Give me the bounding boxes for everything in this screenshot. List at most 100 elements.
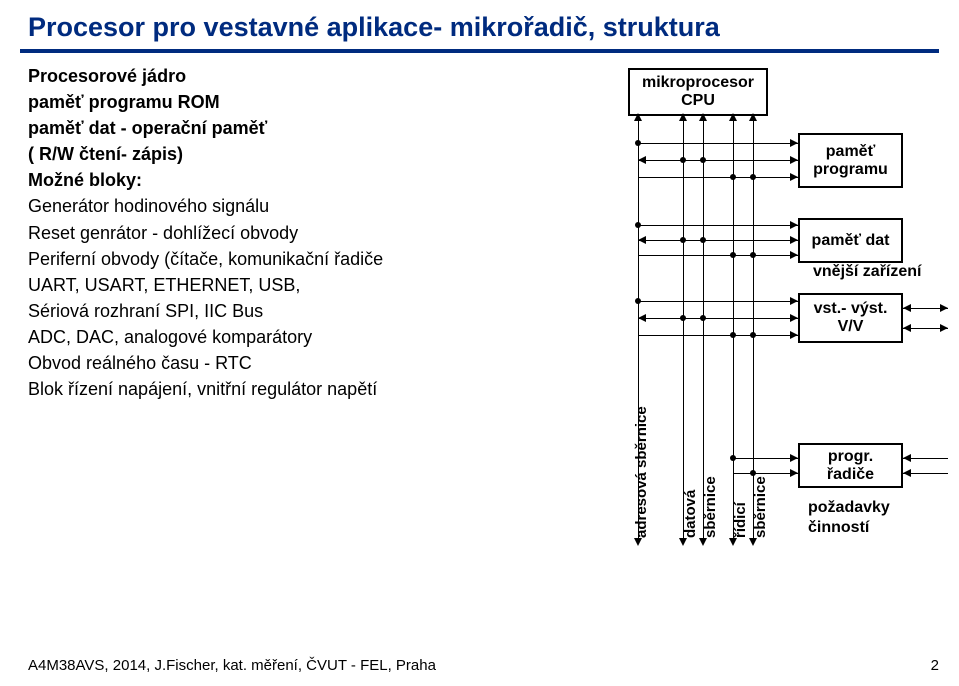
arrowhead-icon [699, 113, 707, 121]
junction-dot-icon [700, 315, 706, 321]
arrowhead-icon [790, 469, 798, 477]
block-diagram: mikroprocesor CPU paměť programu paměť d… [508, 63, 939, 603]
text: paměť dat - operační paměť [28, 118, 267, 138]
arrowhead-icon [903, 324, 911, 332]
box-io: vst.- výst. V/V [798, 293, 903, 343]
box-label: progr. [828, 448, 873, 466]
junction-dot-icon [635, 140, 641, 146]
bus-ctrl-line-1 [733, 118, 734, 543]
line-4: ( R/W čtení- zápis) [28, 141, 508, 167]
text: ( R/W čtení- zápis) [28, 144, 183, 164]
bus-label-ctrl-2: sběrnice [752, 476, 769, 538]
text: Sériová rozhraní SPI, IIC Bus [28, 301, 263, 321]
arrowhead-icon [638, 236, 646, 244]
cpu-box: mikroprocesor CPU [628, 68, 768, 116]
junction-dot-icon [680, 315, 686, 321]
requests-label: požadavky činností [808, 498, 928, 538]
connector-line [733, 458, 798, 459]
arrowhead-icon [679, 113, 687, 121]
content-row: Procesorové jádro paměť programu ROM pam… [0, 63, 959, 603]
bus-label-data-1: datová [682, 490, 699, 538]
junction-dot-icon [635, 298, 641, 304]
box-memory-data: paměť dat [798, 218, 903, 263]
arrowhead-icon [903, 454, 911, 462]
arrowhead-icon [790, 236, 798, 244]
connector-line [638, 318, 798, 319]
junction-dot-icon [730, 174, 736, 180]
cpu-label-1: mikroprocesor [642, 74, 754, 92]
junction-dot-icon [700, 237, 706, 243]
text: Blok řízení napájení, vnitřní regulátor … [28, 379, 377, 399]
line-13: Blok řízení napájení, vnitřní regulátor … [28, 376, 508, 402]
junction-dot-icon [730, 252, 736, 258]
text: paměť programu ROM [28, 92, 220, 112]
line-12: Obvod reálného času - RTC [28, 350, 508, 376]
arrowhead-icon [729, 113, 737, 121]
arrowhead-icon [940, 324, 948, 332]
footer: A4M38AVS, 2014, J.Fischer, kat. měření, … [28, 657, 939, 674]
page-title: Procesor pro vestavné aplikace- mikrořad… [0, 0, 959, 49]
junction-dot-icon [750, 252, 756, 258]
bus-label-data-2: sběrnice [702, 476, 719, 538]
arrowhead-icon [729, 538, 737, 546]
text: Generátor hodinového signálu [28, 196, 269, 216]
connector-line [638, 177, 798, 178]
text: Periferní obvody (čítače, komunikační řa… [28, 249, 383, 269]
arrowhead-icon [790, 139, 798, 147]
text: Možné bloky: [28, 170, 142, 190]
line-6: Generátor hodinového signálu [28, 193, 508, 219]
box-label: řadiče [827, 466, 874, 484]
connector-line [638, 301, 798, 302]
connector-line [638, 160, 798, 161]
arrowhead-icon [749, 113, 757, 121]
text: ADC, DAC, analogové komparátory [28, 327, 312, 347]
arrowhead-icon [790, 156, 798, 164]
junction-dot-icon [730, 332, 736, 338]
junction-dot-icon [730, 455, 736, 461]
junction-dot-icon [700, 157, 706, 163]
arrowhead-icon [638, 314, 646, 322]
arrowhead-icon [790, 173, 798, 181]
arrowhead-icon [634, 538, 642, 546]
box-label: V/V [838, 318, 864, 336]
footer-page-number: 2 [931, 657, 939, 674]
junction-dot-icon [680, 237, 686, 243]
line-11: ADC, DAC, analogové komparátory [28, 324, 508, 350]
bus-label-ctrl-1: řídicí [732, 502, 749, 538]
line-9: UART, USART, ETHERNET, USB, [28, 272, 508, 298]
connector-line [733, 473, 798, 474]
box-controllers: progr. řadiče [798, 443, 903, 488]
box-memory-program: paměť programu [798, 133, 903, 188]
arrowhead-icon [790, 251, 798, 259]
arrowhead-icon [940, 304, 948, 312]
arrowhead-icon [790, 297, 798, 305]
arrowhead-icon [749, 538, 757, 546]
bullet-text-block: Procesorové jádro paměť programu ROM pam… [28, 63, 508, 603]
text: Obvod reálného času - RTC [28, 353, 252, 373]
junction-dot-icon [750, 174, 756, 180]
arrowhead-icon [699, 538, 707, 546]
arrowhead-icon [903, 469, 911, 477]
box-label: vst.- výst. [814, 300, 888, 318]
external-device-label: vnější zařízení [813, 263, 953, 281]
junction-dot-icon [680, 157, 686, 163]
line-10: Sériová rozhraní SPI, IIC Bus [28, 298, 508, 324]
arrowhead-icon [790, 454, 798, 462]
line-5: Možné bloky: [28, 167, 508, 193]
connector-line [638, 255, 798, 256]
connector-line [638, 240, 798, 241]
arrowhead-icon [903, 304, 911, 312]
arrowhead-icon [790, 331, 798, 339]
line-7: Reset genrátor - dohlížecí obvody [28, 220, 508, 246]
bus-data-line-1 [683, 118, 684, 543]
cpu-label-2: CPU [681, 92, 715, 110]
arrowhead-icon [790, 221, 798, 229]
line-3: paměť dat - operační paměť [28, 115, 508, 141]
arrowhead-icon [679, 538, 687, 546]
title-underline [20, 49, 939, 53]
bus-label-address: adresová sběrnice [633, 406, 650, 538]
box-label: programu [813, 161, 888, 179]
arrowhead-icon [634, 113, 642, 121]
text: UART, USART, ETHERNET, USB, [28, 275, 300, 295]
junction-dot-icon [750, 332, 756, 338]
